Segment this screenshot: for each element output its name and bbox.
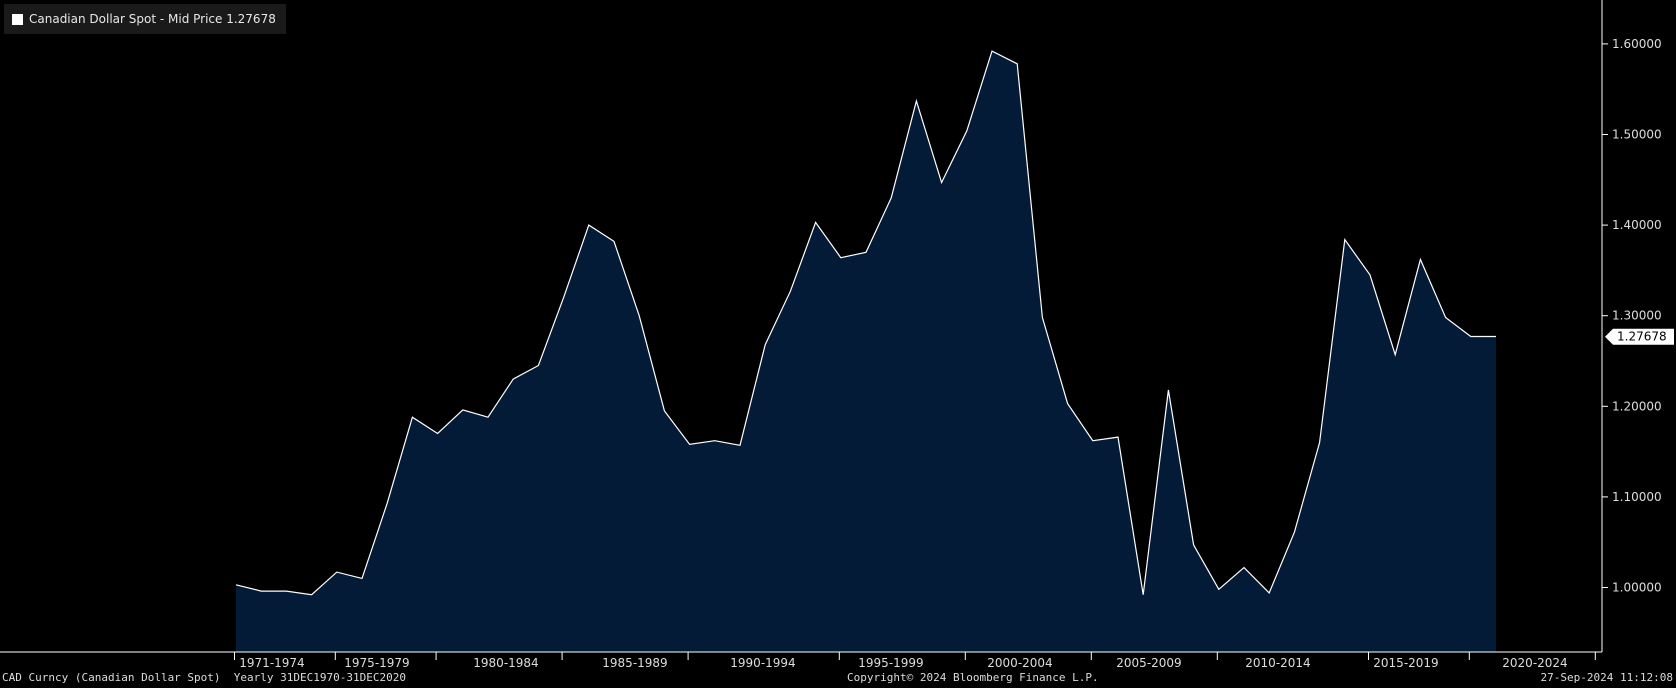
data-point-2016 xyxy=(1394,353,1397,356)
y-tick-label: 1.30000 xyxy=(1612,309,1662,323)
data-point-1996 xyxy=(890,196,893,199)
data-point-2006 xyxy=(1142,593,1145,596)
data-point-2001 xyxy=(1016,62,1019,65)
y-tick-label: 1.50000 xyxy=(1612,128,1662,142)
legend-swatch xyxy=(12,13,23,25)
x-tick-label: 1985-1989 xyxy=(602,656,667,670)
last-value-tag: 1.27678 xyxy=(1605,328,1674,345)
data-point-2009 xyxy=(1217,588,1220,591)
y-tick-label: 1.10000 xyxy=(1612,490,1662,504)
data-point-1971 xyxy=(260,590,263,593)
data-point-1990 xyxy=(739,444,742,447)
data-point-1972 xyxy=(285,590,288,593)
data-point-2015 xyxy=(1369,273,1372,276)
data-point-2020 xyxy=(1495,335,1498,338)
area-fill xyxy=(236,51,1496,653)
data-point-1989 xyxy=(713,439,716,442)
data-point-1993 xyxy=(814,221,817,224)
x-tick-label: 2005-2009 xyxy=(1116,656,1181,670)
data-point-2002 xyxy=(1041,316,1044,319)
axis-group: 1.00000 1.10000 1.20000 1.30000 1.40000 1.500… xyxy=(0,0,1674,670)
data-point-2018 xyxy=(1444,316,1447,319)
legend-label: Canadian Dollar Spot - Mid Price 1.27678 xyxy=(29,12,276,26)
series-line xyxy=(235,50,1496,596)
data-point-2010 xyxy=(1243,566,1246,569)
data-point-1970 xyxy=(235,583,238,586)
y-tick-label: 1.00000 xyxy=(1612,581,1662,595)
x-tick-label: 1975-1979 xyxy=(344,656,409,670)
y-tick-label: 1.20000 xyxy=(1612,399,1662,413)
data-point-1984 xyxy=(587,224,590,227)
data-point-1978 xyxy=(436,432,439,435)
data-point-1992 xyxy=(789,290,792,293)
footer-security-info: CAD Curncy (Canadian Dollar Spot) Yearly… xyxy=(2,671,406,684)
data-point-2004 xyxy=(1091,439,1094,442)
data-point-2003 xyxy=(1066,402,1069,405)
footer-copyright: Copyright© 2024 Bloomberg Finance L.P. xyxy=(847,671,1099,684)
data-point-1988 xyxy=(688,443,691,446)
data-point-1977 xyxy=(411,416,414,419)
data-point-1985 xyxy=(613,240,616,243)
data-point-2017 xyxy=(1419,258,1422,261)
x-tick-label: 1990-1994 xyxy=(730,656,795,670)
footer-timestamp: 27-Sep-2024 11:12:08 xyxy=(1540,671,1673,684)
x-tick-label: 2000-2004 xyxy=(987,656,1052,670)
data-point-2014 xyxy=(1343,238,1346,241)
data-point-1994 xyxy=(839,256,842,259)
data-point-2000 xyxy=(991,50,994,53)
data-point-2019 xyxy=(1469,335,1472,338)
last-value-label: 1.27678 xyxy=(1617,330,1667,344)
x-tick-label: 2010-2014 xyxy=(1245,656,1310,670)
data-point-1998 xyxy=(940,181,943,184)
data-point-1973 xyxy=(310,593,313,596)
y-tick-label: 1.40000 xyxy=(1612,218,1662,232)
data-point-1980 xyxy=(487,416,490,419)
x-tick-label: 1971-1974 xyxy=(239,656,304,670)
data-point-1974 xyxy=(335,571,338,574)
data-point-1982 xyxy=(537,364,540,367)
x-tick-label: 1995-1999 xyxy=(858,656,923,670)
data-point-1975 xyxy=(361,577,364,580)
data-point-2013 xyxy=(1318,441,1321,444)
data-point-1981 xyxy=(512,378,515,381)
data-point-2011 xyxy=(1268,591,1271,594)
data-point-1979 xyxy=(461,408,464,411)
data-point-2008 xyxy=(1192,543,1195,546)
legend: Canadian Dollar Spot - Mid Price 1.27678 xyxy=(4,4,286,34)
data-point-1976 xyxy=(386,502,389,505)
data-point-1999 xyxy=(965,129,968,132)
plot-group xyxy=(235,50,1498,653)
data-point-1995 xyxy=(865,251,868,254)
data-point-1991 xyxy=(764,343,767,346)
x-tick-label: 1980-1984 xyxy=(473,656,538,670)
x-tick-label: 2015-2019 xyxy=(1373,656,1438,670)
x-tick-label: 2020-2024 xyxy=(1502,656,1567,670)
data-point-2005 xyxy=(1117,436,1120,439)
data-point-1987 xyxy=(663,409,666,412)
last-value-tag-shape xyxy=(1605,328,1674,345)
data-point-1983 xyxy=(562,296,565,299)
y-tick-label: 1.60000 xyxy=(1612,37,1662,51)
data-point-2007 xyxy=(1167,389,1170,392)
data-point-1986 xyxy=(638,314,641,317)
data-point-2012 xyxy=(1293,531,1296,534)
data-point-1997 xyxy=(915,100,918,103)
